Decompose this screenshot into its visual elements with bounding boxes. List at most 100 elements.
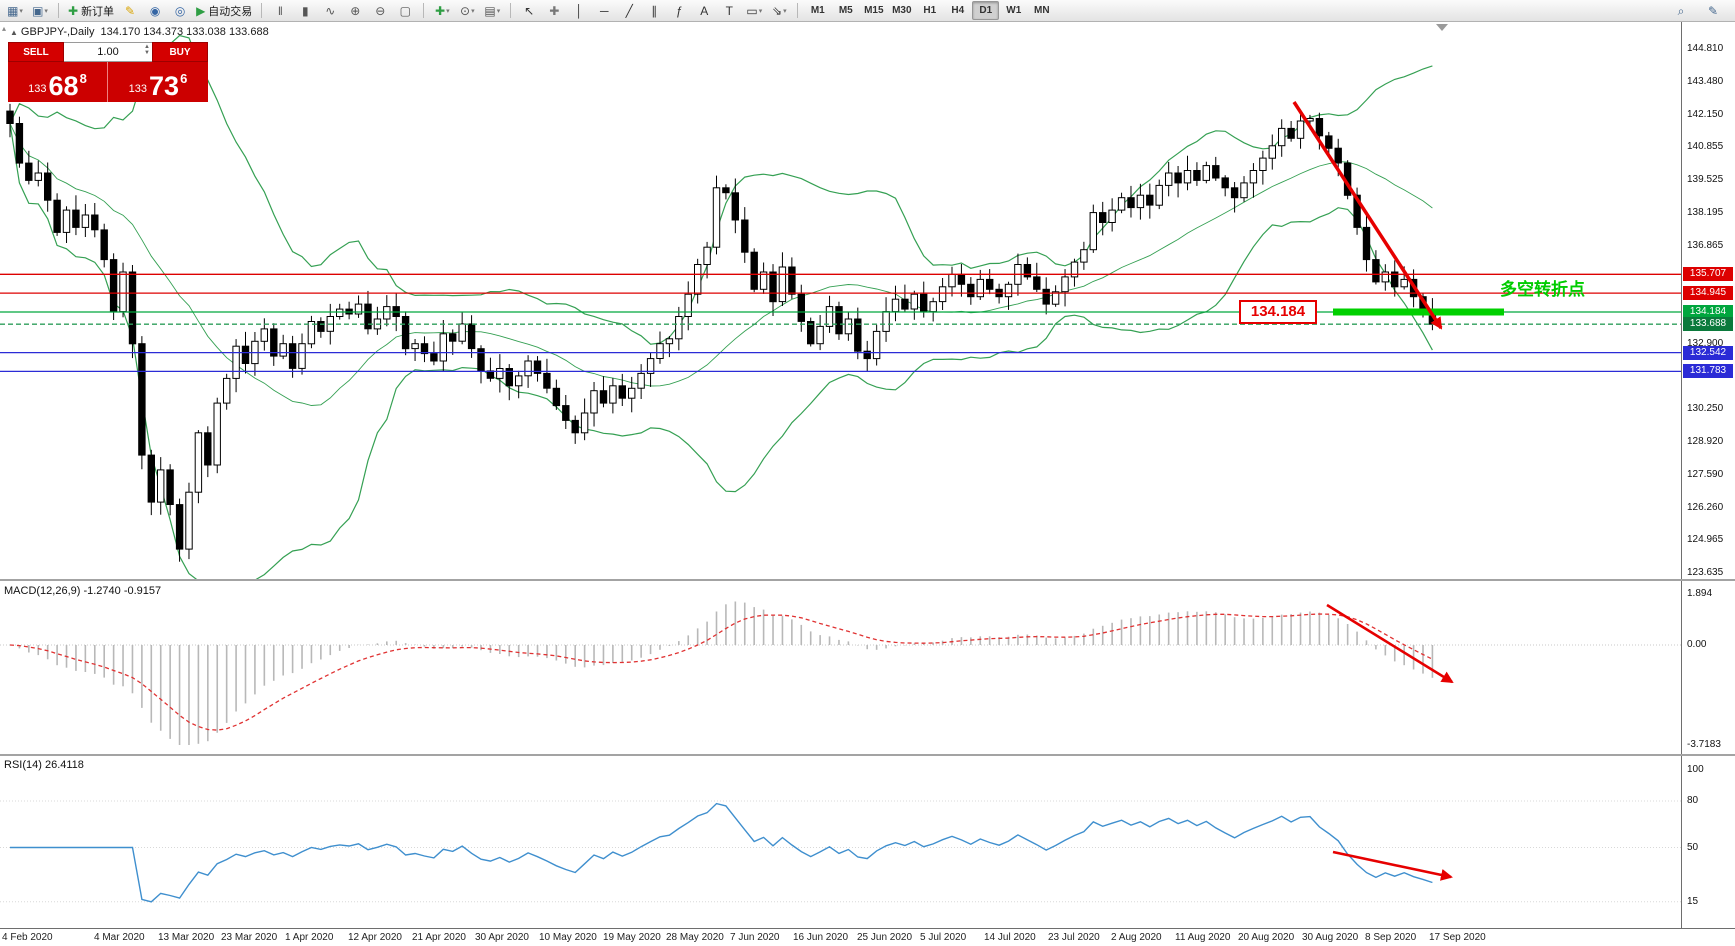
tf-w1-button-label: W1 (1006, 5, 1022, 16)
price-line-label: 133.688 (1683, 317, 1733, 331)
sell-price-button[interactable]: 133 68 8 (8, 62, 108, 102)
macd-axis-tick: 0.00 (1687, 639, 1707, 650)
price-line-label: 134.184 (1683, 305, 1733, 319)
tf-w1-button[interactable]: W1 (1000, 1, 1027, 20)
toolbar-separator (261, 3, 263, 18)
navigator-icon: ◎ (174, 3, 186, 18)
label-button[interactable]: T (717, 1, 741, 21)
volume-down-icon[interactable]: ▼ (144, 50, 150, 56)
date-axis-label: 14 Jul 2020 (984, 932, 1036, 943)
caret-down-icon: ▾ (446, 7, 450, 15)
buy-button[interactable]: BUY (152, 42, 208, 62)
vertical-line-button[interactable]: │ (567, 1, 591, 21)
periods-icon: ⊙ (460, 3, 471, 18)
metaeditor-button[interactable]: ✎ (118, 1, 142, 21)
rsi-axis-tick: 50 (1687, 842, 1699, 853)
date-axis-label: 19 May 2020 (603, 932, 661, 943)
search-icon[interactable]: ⌕ (1669, 1, 1693, 21)
tf-h1-button[interactable]: H1 (916, 1, 943, 20)
tf-m30-button[interactable]: M30 (888, 1, 915, 20)
cursor-button[interactable]: ↖ (517, 1, 541, 21)
volume-stepper[interactable]: ▲ ▼ (144, 44, 150, 56)
tf-m5-button[interactable]: M5 (832, 1, 859, 20)
tf-m1-button[interactable]: M1 (804, 1, 831, 20)
price-axis-tick: 144.810 (1687, 43, 1724, 54)
trendline-icon: ╱ (625, 3, 633, 18)
rsi-axis-tick: 80 (1687, 795, 1699, 806)
price-axis-tick: 138.195 (1687, 207, 1724, 218)
arrows-button[interactable]: ⇘ ▾ (767, 1, 791, 21)
rsi-pane-splitter[interactable] (0, 754, 1735, 756)
horizontal-line-button[interactable]: ─ (592, 1, 616, 21)
symbol-header: ▲ GBPJPY-,Daily 134.170 134.373 133.038 13… (10, 26, 269, 38)
shapes-button[interactable]: ▭ ▾ (742, 1, 766, 21)
symbol-ohlc-values: 134.170 134.373 133.038 133.688 (100, 26, 269, 38)
bar-chart-button[interactable]: ‖ (268, 1, 292, 21)
periods-button[interactable]: ⊙ ▾ (455, 1, 479, 21)
symbol-title: GBPJPY-,Daily (20, 26, 95, 38)
price-axis[interactable]: 144.810 143.480 142.150 140.855 139.525 138.1… (1681, 22, 1735, 928)
text-button[interactable]: A (692, 1, 716, 21)
market-watch-icon: ◉ (149, 3, 161, 18)
tf-m5-button-label: M5 (838, 5, 853, 16)
trendline-button[interactable]: ╱ (617, 1, 641, 21)
date-axis-label: 1 Apr 2020 (285, 932, 334, 943)
date-axis-label: 12 Apr 2020 (348, 932, 402, 943)
new-order-button[interactable]: ✚ 新订单 (65, 1, 117, 21)
rsi-indicator-pane[interactable] (0, 756, 1735, 928)
date-axis-label: 7 Jun 2020 (730, 932, 780, 943)
price-axis-tick: 132.900 (1687, 338, 1724, 349)
date-axis-label: 21 Apr 2020 (412, 932, 466, 943)
volume-up-icon[interactable]: ▲ (144, 44, 150, 50)
chart-profiles-button[interactable]: ▣ ▾ (28, 1, 52, 21)
market-watch-button[interactable]: ◉ (143, 1, 167, 21)
tf-m15-button-label: M15 (864, 5, 884, 16)
macd-pane-splitter[interactable] (0, 579, 1735, 581)
buy-price-button[interactable]: 133 73 6 (108, 62, 208, 102)
quick-edit-icon[interactable]: ✎ (1701, 1, 1725, 21)
zoom-out-button[interactable]: ⊖ (368, 1, 392, 21)
tf-h1-button-label: H1 (923, 5, 937, 16)
crosshair-icon: ✚ (549, 3, 560, 18)
date-axis-label: 23 Mar 2020 (221, 932, 278, 943)
macd-indicator-pane[interactable] (0, 582, 1735, 754)
date-axis[interactable]: 4 Feb 2020 4 Mar 2020 13 Mar 2020 23 Mar 20… (0, 928, 1735, 946)
indicators-button[interactable]: ✚ ▾ (430, 1, 454, 21)
sell-button[interactable]: SELL (8, 42, 64, 62)
sell-price-prefix: 133 (28, 83, 47, 95)
price-axis-tick: 124.965 (1687, 534, 1724, 545)
rsi-axis-tick: 100 (1687, 764, 1704, 775)
new-chart-icon: ▦ (7, 3, 19, 18)
main-price-chart[interactable] (0, 22, 1735, 580)
price-axis-tick: 139.525 (1687, 174, 1724, 185)
line-chart-button[interactable]: ∿ (318, 1, 342, 21)
volume-input[interactable]: 1.00 ▲ ▼ (64, 42, 152, 62)
toolbar-right: ⌕ ✎ (1669, 1, 1725, 21)
tf-m1-button-label: M1 (810, 5, 825, 16)
candlestick-icon: ▮ (301, 3, 309, 18)
tf-d1-button[interactable]: D1 (972, 1, 1000, 20)
one-click-panel-toggle[interactable]: ▴ (2, 24, 7, 33)
channel-button[interactable]: ∥ (642, 1, 666, 21)
label-icon: T (725, 3, 733, 18)
templates-button[interactable]: ▤ ▾ (480, 1, 504, 21)
crosshair-button[interactable]: ✚ (542, 1, 566, 21)
navigator-button[interactable]: ◎ (168, 1, 192, 21)
tf-m15-button[interactable]: M15 (860, 1, 887, 20)
price-axis-tick: 127.590 (1687, 469, 1724, 480)
tile-windows-button[interactable]: ▢ (393, 1, 417, 21)
autotrading-button[interactable]: ▶ 自动交易 (193, 1, 255, 21)
search-icon: ⌕ (1677, 4, 1685, 18)
price-direction-icon: ▲ (10, 28, 18, 37)
text-icon: A (700, 3, 709, 18)
new-chart-button[interactable]: ▦ ▾ (3, 1, 27, 21)
fibonacci-button[interactable]: ƒ (667, 1, 691, 21)
tf-h4-button[interactable]: H4 (944, 1, 971, 20)
vertical-line-icon: │ (575, 3, 584, 18)
date-axis-label: 23 Jul 2020 (1048, 932, 1100, 943)
chart-profiles-icon: ▣ (32, 3, 44, 18)
zoom-in-button[interactable]: ⊕ (343, 1, 367, 21)
zoom-in-icon: ⊕ (350, 3, 361, 18)
tf-mn-button[interactable]: MN (1028, 1, 1055, 20)
candlestick-button[interactable]: ▮ (293, 1, 317, 21)
